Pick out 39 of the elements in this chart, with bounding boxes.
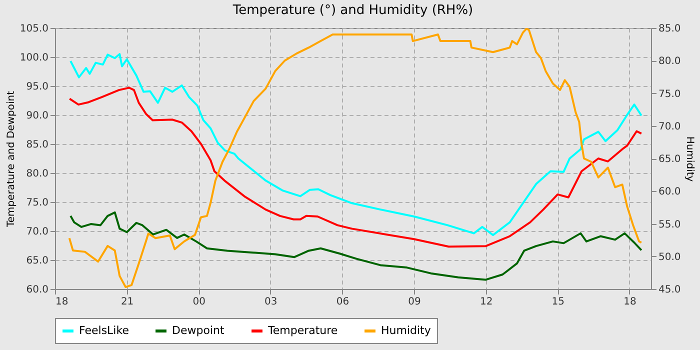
line-series xyxy=(70,211,642,281)
legend-label: Temperature xyxy=(267,324,338,337)
line-series xyxy=(68,86,642,248)
y2-tick-label: 55.0 xyxy=(658,219,681,230)
y2-tick-label: 75.0 xyxy=(658,88,681,100)
y2-tick-label: 65.0 xyxy=(658,154,681,165)
line-series xyxy=(68,28,642,288)
y2-tick-label: 85.0 xyxy=(658,24,681,34)
y-tick-label: 95.0 xyxy=(26,82,48,92)
y-tick-label: 70.0 xyxy=(26,226,48,238)
x-tick-label: 18 xyxy=(56,296,68,308)
legend-label: FeelsLike xyxy=(79,324,130,337)
y2-tick-label: 70.0 xyxy=(658,121,681,132)
y2-tick-label: 80.0 xyxy=(658,56,681,68)
y-tick-label: 100.0 xyxy=(20,52,48,64)
line-series xyxy=(70,53,642,236)
x-tick-label: 18 xyxy=(624,296,636,308)
y2-axis-title: Humidity xyxy=(684,136,695,182)
x-tick-label: 06 xyxy=(336,296,350,308)
y-tick-label: 75.0 xyxy=(26,198,48,208)
y2-tick-label: 60.0 xyxy=(658,186,681,198)
y2-tick-label: 50.0 xyxy=(658,252,681,263)
y2-tick-label: 45.0 xyxy=(658,284,681,296)
y-tick-label: 90.0 xyxy=(26,110,48,122)
y-tick-label: 85.0 xyxy=(26,140,48,150)
x-tick-label: 03 xyxy=(264,296,278,308)
x-tick-label: 12 xyxy=(480,296,493,308)
x-tick-label: 09 xyxy=(408,296,421,308)
y-axis-title: Temperature and Dewpoint xyxy=(6,90,17,228)
x-tick-label: 21 xyxy=(120,296,134,308)
legend-label: Dewpoint xyxy=(172,324,225,337)
y-tick-label: 65.0 xyxy=(26,256,48,266)
legend-label: Humidity xyxy=(381,324,432,337)
y-tick-label: 105.0 xyxy=(20,24,48,34)
x-tick-label: 15 xyxy=(552,296,565,308)
y-tick-label: 80.0 xyxy=(26,168,48,180)
y-tick-label: 60.0 xyxy=(26,284,48,296)
x-tick-label: 00 xyxy=(192,296,206,308)
chart-title: Temperature (°) and Humidity (RH%) xyxy=(232,3,474,18)
